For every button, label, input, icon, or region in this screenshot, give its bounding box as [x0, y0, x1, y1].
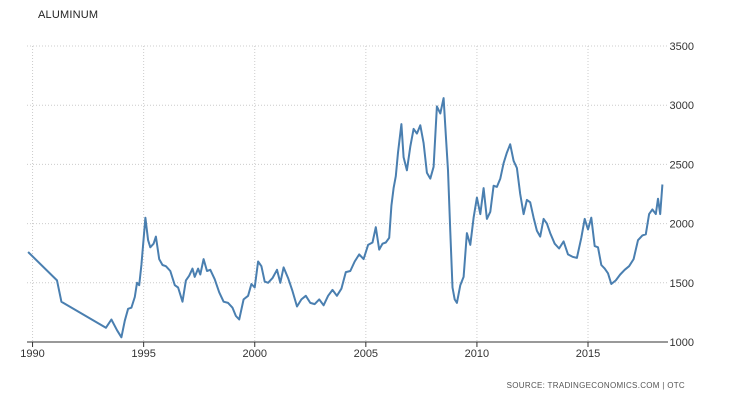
y-tick-label: 2500	[670, 159, 694, 171]
x-tick-label: 1990	[20, 348, 44, 360]
x-tick-label: 1995	[131, 348, 155, 360]
x-axis-ticks: 1990 1995 2000 2005 2010 2015	[20, 342, 600, 360]
y-tick-label: 3000	[670, 100, 694, 112]
y-tick-label: 3500	[670, 41, 694, 53]
y-tick-label: 1000	[670, 337, 694, 349]
grid-lines	[27, 45, 668, 342]
chart-title: ALUMINUM	[38, 9, 99, 21]
y-axis-ticks: 1000 1500 2000 2500 3000 3500	[670, 41, 694, 349]
source-label: SOURCE: TRADINGECONOMICS.COM | OTC	[506, 381, 685, 390]
y-tick-label: 1500	[670, 278, 694, 290]
x-tick-label: 2010	[465, 348, 489, 360]
x-tick-label: 2000	[242, 348, 266, 360]
y-tick-label: 2000	[670, 219, 694, 231]
x-tick-label: 2015	[576, 348, 600, 360]
x-tick-label: 2005	[354, 348, 378, 360]
series-line-aluminum	[27, 97, 664, 339]
